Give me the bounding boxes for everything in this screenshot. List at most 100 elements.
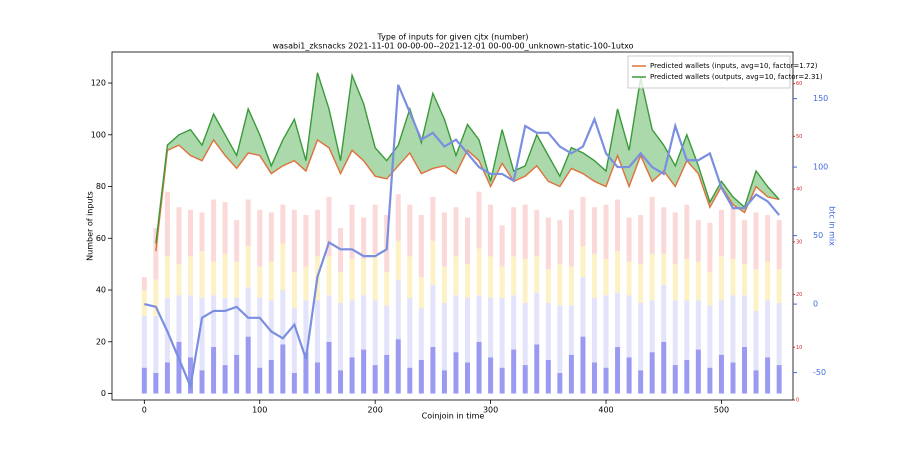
bar-segment xyxy=(303,266,309,301)
bar-segment xyxy=(453,207,459,257)
bar-segment xyxy=(591,253,597,298)
bar-segment xyxy=(314,209,320,257)
bar-segment xyxy=(707,305,713,368)
y-tick-label: 20 xyxy=(96,337,106,346)
bar-segment xyxy=(361,217,367,259)
bar-segment xyxy=(511,207,517,257)
bar-segment xyxy=(257,266,263,298)
bar-segment xyxy=(372,204,378,254)
bar-segment xyxy=(441,212,447,267)
bar-segment xyxy=(603,204,609,259)
bar-segment xyxy=(580,246,586,278)
bar-segment xyxy=(326,196,332,257)
bar-segment xyxy=(615,346,621,394)
bar-segment xyxy=(257,367,263,394)
bar-segment xyxy=(395,279,401,340)
bar-segment xyxy=(753,310,759,371)
y3-tick-label: 40 xyxy=(796,187,802,193)
bar-segment xyxy=(407,297,413,368)
bar-segment xyxy=(372,300,378,366)
y3-tick-label: 0 xyxy=(796,398,799,404)
bar-segment xyxy=(430,240,436,285)
bar-segment xyxy=(672,365,678,394)
bar-segment xyxy=(280,344,286,394)
chart-subtitle: wasabi1_zksnacks 2021-11-01 00-00-00--20… xyxy=(272,42,633,51)
bar-segment xyxy=(441,370,447,394)
bar-segment xyxy=(499,297,505,368)
y2-tick-label: 100 xyxy=(813,163,828,172)
bar-segment xyxy=(430,284,436,347)
bar-segment xyxy=(199,297,205,371)
bar-segment xyxy=(776,302,782,366)
bar-segment xyxy=(465,362,471,394)
bar-segment xyxy=(199,370,205,394)
bar-segment xyxy=(568,266,574,306)
bar-segment xyxy=(176,207,182,265)
bar-segment xyxy=(615,251,621,293)
bar-segment xyxy=(545,302,551,360)
y-tick-label: 40 xyxy=(96,286,106,295)
bar-segment xyxy=(545,217,551,270)
bar-segment xyxy=(626,357,632,394)
bar-segment xyxy=(742,346,748,394)
bar-segment xyxy=(557,264,563,306)
bar-segment xyxy=(153,227,159,280)
bar-segment xyxy=(580,277,586,337)
bar-segment xyxy=(672,264,678,301)
bar-segment xyxy=(661,284,667,342)
bar-segment xyxy=(245,246,251,288)
bar-segment xyxy=(580,336,586,394)
y2-tick-label: 50 xyxy=(813,231,823,240)
bar-segment xyxy=(534,209,540,257)
bar-segment xyxy=(591,207,597,254)
bar-segment xyxy=(384,354,390,394)
legend: Predicted wallets (inputs, avg=10, facto… xyxy=(627,55,823,89)
plot-area xyxy=(141,72,782,394)
x-axis-label: Coinjoin in time xyxy=(422,412,485,421)
bar-segment xyxy=(384,305,390,355)
bar-segment xyxy=(326,256,332,296)
bar-segment xyxy=(580,196,586,247)
bar-segment xyxy=(568,209,574,267)
bar-segment xyxy=(384,271,390,306)
bar-segment xyxy=(326,295,332,342)
bar-segment xyxy=(488,297,494,358)
bar-segment xyxy=(661,207,667,254)
bar-segment xyxy=(280,290,286,345)
bar-segment xyxy=(730,362,736,394)
bar-segment xyxy=(626,295,632,358)
bar-segment xyxy=(557,372,563,394)
bar-segment xyxy=(153,315,159,373)
bar-segment xyxy=(349,204,355,259)
bar-segment xyxy=(338,370,344,394)
bar-segment xyxy=(534,256,540,293)
bar-segment xyxy=(245,199,251,247)
x-tick-label: 500 xyxy=(714,406,729,415)
bar-segment xyxy=(349,300,355,358)
bar-segment xyxy=(418,277,424,309)
bar-segment xyxy=(718,256,724,301)
bar-segment xyxy=(615,292,621,347)
y2-tick-label: 150 xyxy=(813,94,828,103)
bar-segment xyxy=(730,295,736,363)
bar-segment xyxy=(707,367,713,394)
bar-segment xyxy=(291,209,297,272)
bar-segment xyxy=(234,220,240,262)
bar-segment xyxy=(499,225,505,267)
bar-segment xyxy=(707,271,713,306)
bar-segment xyxy=(488,256,494,298)
bar-segment xyxy=(718,300,724,355)
bar-segment xyxy=(257,209,263,267)
bar-segment xyxy=(372,253,378,301)
bar-segment xyxy=(742,220,748,265)
bar-segment xyxy=(338,302,344,371)
bar-segment xyxy=(511,256,517,296)
series-line xyxy=(155,72,780,244)
bar-segment xyxy=(695,349,701,394)
bar-segment xyxy=(234,297,240,355)
series-line xyxy=(155,138,780,252)
bar-segment xyxy=(765,300,771,358)
bar-segment xyxy=(268,261,274,301)
bar-segment xyxy=(626,217,632,262)
bar-segment xyxy=(488,204,494,257)
